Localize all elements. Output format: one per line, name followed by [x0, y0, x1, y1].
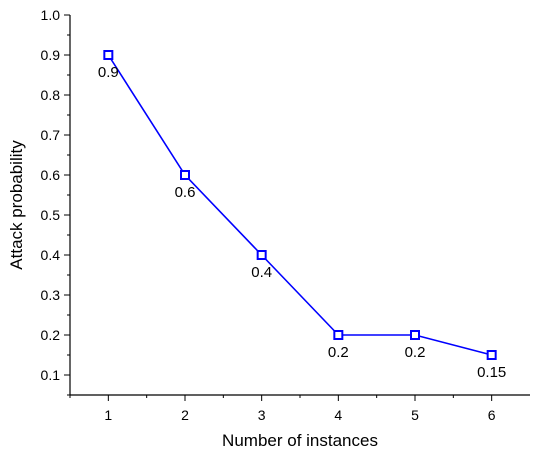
- data-label: 0.2: [328, 344, 349, 361]
- series-line: [107, 54, 492, 356]
- y-tick-label: 1.0: [41, 7, 61, 23]
- y-tick-label: 0.1: [41, 367, 61, 383]
- y-tick-label: 0.5: [41, 207, 61, 223]
- y-tick-label: 0.6: [41, 167, 61, 183]
- data-label: 0.15: [477, 364, 506, 381]
- y-tick-label: 0.3: [41, 287, 61, 303]
- x-tick-label: 6: [488, 407, 496, 423]
- x-tick-label: 1: [104, 407, 112, 423]
- series-layer: 0.9 0.6 0.4 0.2 0.2 0.15: [98, 50, 506, 381]
- data-point-marker: [256, 250, 267, 260]
- x-tick-label: 2: [181, 407, 189, 423]
- data-label: 0.9: [98, 64, 119, 81]
- y-tick-label: 0.7: [41, 127, 61, 143]
- data-label: 0.2: [405, 344, 426, 361]
- data-point-marker: [333, 330, 344, 340]
- data-point-marker: [486, 350, 497, 360]
- y-tick-label: 0.2: [41, 327, 61, 343]
- y-tick-label: 0.4: [41, 247, 61, 263]
- x-tick-label: 4: [334, 407, 342, 423]
- data-label: 0.4: [251, 264, 272, 281]
- y-axis-title: Attack probability: [7, 140, 26, 270]
- y-axis-ticks: 0.1 0.2 0.3 0.4 0.5 0.6 0.7 0.8 0.9 1.0: [41, 7, 70, 396]
- data-point-marker: [180, 170, 190, 180]
- data-label: 0.6: [175, 184, 196, 201]
- data-point-marker: [410, 330, 420, 340]
- data-point-marker: [103, 50, 114, 60]
- x-axis-title: Number of instances: [222, 431, 378, 450]
- y-tick-label: 0.8: [41, 87, 61, 103]
- x-tick-label: 5: [411, 407, 419, 423]
- x-tick-label: 3: [258, 407, 266, 423]
- y-tick-label: 0.9: [41, 47, 61, 63]
- x-axis-ticks: 1 2 3 4 5 6: [69, 395, 496, 423]
